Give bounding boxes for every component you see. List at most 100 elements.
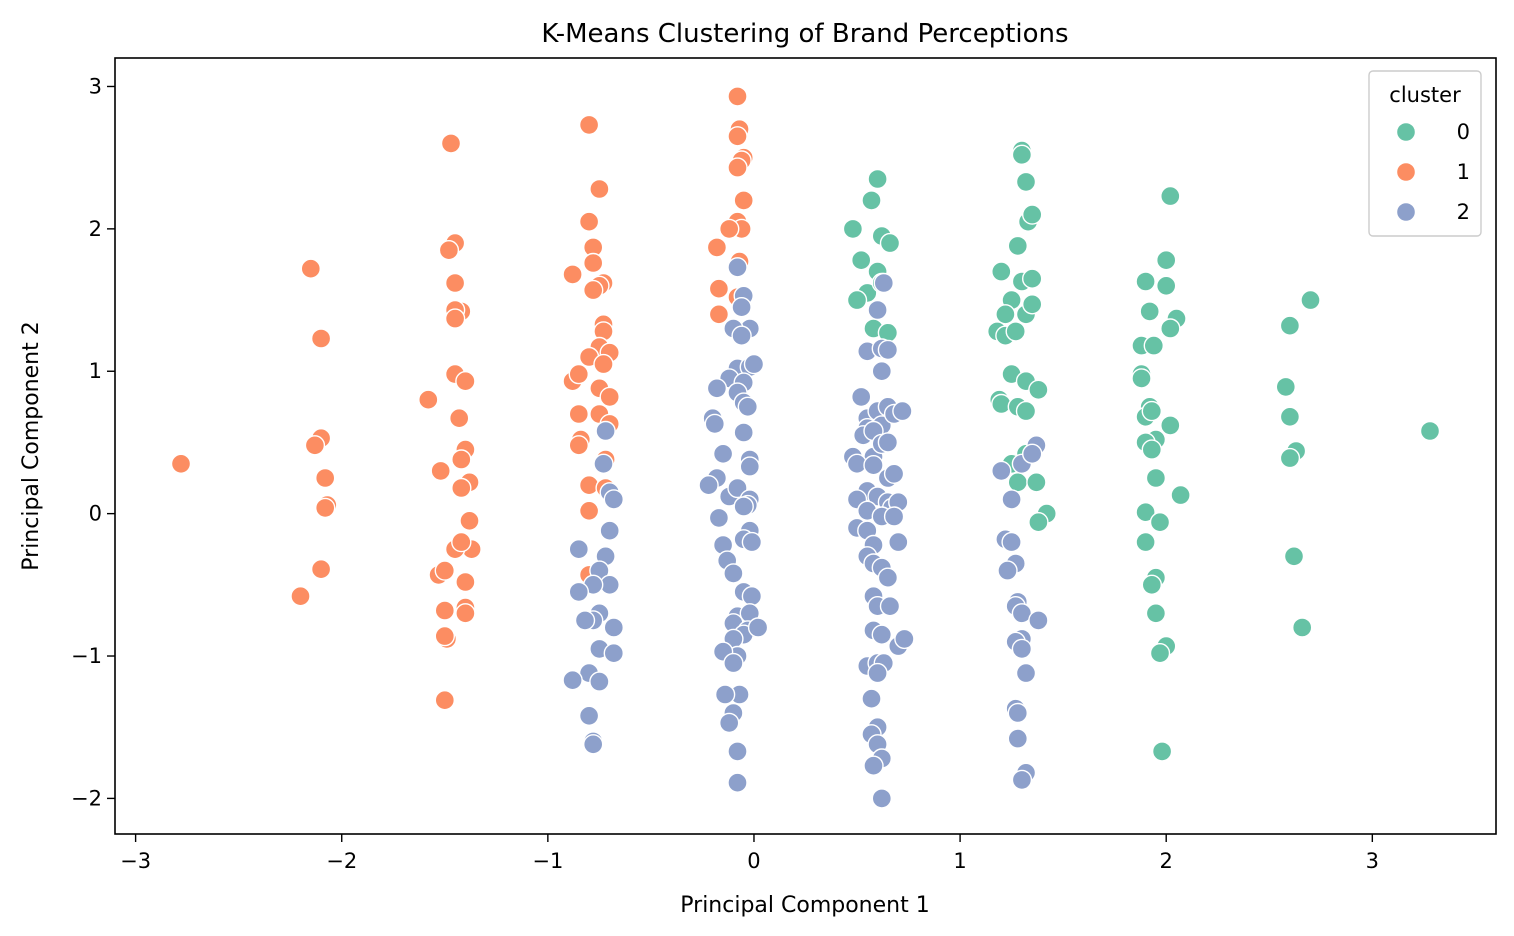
- point-cluster-1-34: [455, 603, 476, 624]
- point-cluster-2-18: [562, 670, 583, 691]
- point-cluster-0-0: [842, 218, 864, 240]
- point-cluster-2-71: [714, 684, 736, 705]
- point-cluster-0-61: [1135, 502, 1156, 523]
- point-cluster-0-75: [1279, 447, 1301, 469]
- point-cluster-0-17: [1011, 144, 1033, 166]
- point-cluster-0-68: [1149, 643, 1171, 664]
- point-cluster-2-1: [593, 453, 614, 474]
- point-cluster-0-66: [1145, 603, 1167, 624]
- point-cluster-1-7: [315, 497, 336, 519]
- point-cluster-2-16: [603, 643, 624, 664]
- point-cluster-2-121: [871, 624, 892, 645]
- legend-label-0: 0: [1457, 120, 1470, 144]
- point-cluster-2-69: [723, 652, 744, 674]
- point-cluster-2-55: [741, 531, 763, 553]
- point-cluster-1-13: [444, 272, 466, 294]
- point-cluster-2-50: [733, 496, 754, 517]
- point-cluster-0-54: [1141, 400, 1163, 422]
- y-axis-label: Principal Component 2: [19, 321, 44, 570]
- point-cluster-2-147: [1028, 610, 1049, 631]
- chart-title: K-Means Clustering of Brand Perceptions: [541, 19, 1068, 49]
- legend: cluster 0 1 2: [1368, 70, 1482, 237]
- point-cluster-2-35: [706, 378, 728, 399]
- legend-title: cluster: [1389, 83, 1461, 107]
- point-cluster-2-89: [877, 432, 899, 453]
- point-cluster-0-78: [1419, 420, 1441, 442]
- point-cluster-0-12: [991, 261, 1012, 282]
- point-cluster-0-6: [867, 168, 888, 190]
- point-cluster-1-55: [568, 363, 589, 385]
- point-cluster-0-46: [1160, 185, 1181, 207]
- point-cluster-2-73: [719, 712, 740, 734]
- point-cluster-2-43: [739, 456, 760, 477]
- point-cluster-2-28: [731, 325, 752, 346]
- point-cluster-2-23: [727, 257, 748, 278]
- point-cluster-2-95: [867, 299, 888, 321]
- y-axis: −2 −1 0 1 2 3: [71, 74, 115, 810]
- legend-marker-1: [1395, 161, 1417, 183]
- point-cluster-2-154: [1007, 728, 1028, 749]
- point-cluster-1-8: [310, 559, 332, 580]
- point-cluster-2-37: [737, 396, 758, 417]
- point-cluster-1-22: [451, 449, 472, 470]
- point-cluster-1-5: [315, 467, 336, 489]
- point-cluster-1-70: [727, 126, 748, 147]
- point-cluster-1-68: [727, 86, 748, 107]
- point-cluster-2-133: [863, 755, 884, 776]
- point-cluster-2-41: [712, 443, 734, 464]
- y-tick-label: −2: [71, 786, 102, 810]
- point-cluster-1-31: [434, 560, 455, 581]
- point-cluster-2-31: [743, 353, 765, 375]
- legend-box: [1368, 70, 1482, 237]
- point-cluster-0-15: [1007, 235, 1028, 257]
- point-cluster-0-59: [1160, 415, 1181, 436]
- point-cluster-2-136: [1001, 489, 1022, 510]
- x-tick-label: −2: [326, 849, 357, 873]
- point-cluster-0-42: [1139, 301, 1160, 322]
- point-cluster-0-71: [1300, 289, 1321, 311]
- x-tick-label: −1: [532, 849, 563, 873]
- point-cluster-2-127: [867, 662, 888, 684]
- x-tick-label: 3: [1366, 849, 1379, 873]
- point-cluster-2-96: [873, 272, 894, 294]
- point-cluster-2-74: [727, 741, 748, 762]
- point-cluster-1-66: [578, 500, 600, 521]
- point-cluster-0-63: [1135, 531, 1156, 553]
- point-cluster-0-14: [995, 304, 1016, 325]
- point-cluster-1-26: [459, 510, 480, 531]
- legend-label-2: 2: [1457, 200, 1470, 224]
- point-cluster-2-116: [877, 567, 899, 588]
- point-cluster-1-62: [568, 435, 589, 456]
- point-cluster-1-20: [449, 408, 470, 429]
- point-cluster-1-24: [451, 477, 472, 499]
- point-cluster-0-20: [1021, 204, 1043, 225]
- point-cluster-1-74: [733, 190, 754, 211]
- point-cluster-1-19: [455, 371, 476, 392]
- point-cluster-0-45: [1155, 250, 1177, 271]
- y-tick-label: 1: [89, 359, 102, 383]
- point-cluster-0-34: [1015, 400, 1037, 422]
- point-cluster-2-20: [578, 705, 600, 726]
- point-cluster-2-0: [595, 420, 616, 442]
- point-cluster-0-72: [1275, 376, 1297, 398]
- point-cluster-1-78: [706, 237, 728, 258]
- point-cluster-2-112: [888, 531, 909, 553]
- point-cluster-2-45: [698, 475, 719, 496]
- point-cluster-2-13: [603, 617, 624, 638]
- point-cluster-0-76: [1283, 546, 1305, 567]
- point-cluster-0-41: [1135, 271, 1156, 292]
- point-cluster-1-38: [434, 690, 455, 711]
- point-cluster-2-108: [883, 506, 905, 527]
- point-cluster-0-57: [1141, 439, 1163, 460]
- point-cluster-2-150: [1011, 638, 1033, 660]
- point-cluster-2-59: [741, 586, 763, 607]
- point-cluster-1-2: [310, 328, 332, 349]
- point-cluster-1-35: [434, 600, 455, 621]
- point-cluster-1-0: [170, 453, 192, 474]
- y-tick-label: 3: [89, 74, 102, 98]
- point-cluster-2-119: [879, 596, 901, 617]
- point-cluster-0-27: [1005, 321, 1026, 342]
- point-cluster-1-64: [578, 475, 600, 496]
- point-cluster-1-32: [455, 571, 476, 593]
